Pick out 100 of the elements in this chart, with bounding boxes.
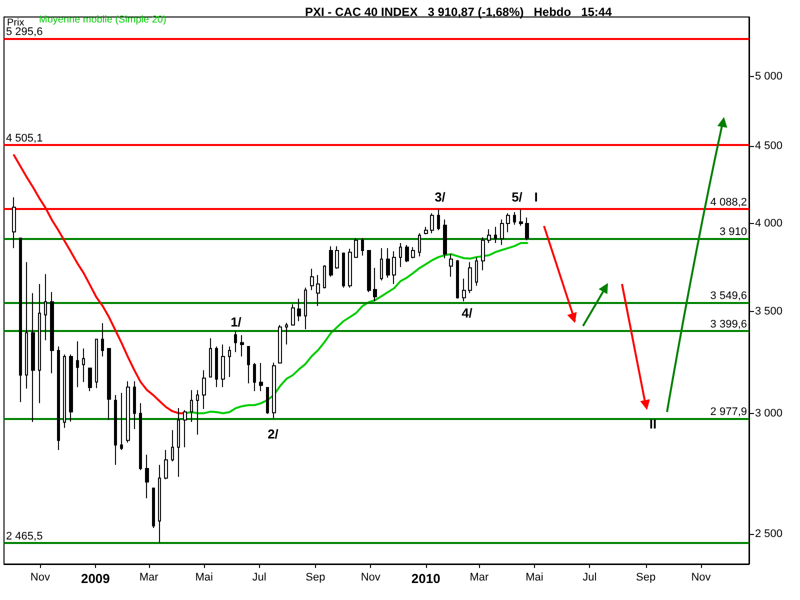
annotation: II: [649, 416, 657, 432]
candlestick: [468, 262, 472, 294]
candlestick: [183, 410, 187, 448]
ref-line-label: 5 295,6: [6, 26, 43, 38]
candlestick: [133, 380, 136, 430]
x-tick-label: 2009: [80, 571, 110, 586]
candlestick: [190, 390, 193, 423]
candlestick: [462, 278, 466, 302]
y-tick-label: 3 500: [755, 306, 783, 318]
y-tick-label: 2 500: [755, 528, 783, 540]
candlestick: [481, 236, 485, 271]
candlestick: [418, 232, 421, 257]
line-series: [184, 242, 528, 414]
candlestick: [145, 454, 149, 499]
candlestick: [494, 226, 497, 244]
candlestick: [158, 464, 161, 544]
candlestick: [424, 226, 428, 235]
candlestick: [367, 250, 371, 293]
candlestick: [247, 346, 250, 384]
x-tick-label: Jul: [582, 572, 597, 584]
candlestick: [95, 338, 98, 389]
candlestick: [114, 394, 117, 466]
candlestick: [177, 407, 180, 478]
y-tick-label: 4 500: [755, 140, 783, 152]
candlestick: [152, 488, 155, 528]
y-tick-label: 4 000: [755, 218, 783, 230]
candlestick: [329, 246, 333, 278]
candlestick: [228, 346, 231, 378]
candlestick: [310, 268, 314, 291]
candlestick: [411, 246, 415, 259]
annotation: 2/: [268, 426, 279, 442]
candlestick: [430, 212, 434, 234]
candlestick: [335, 246, 339, 270]
candlestick: [380, 248, 383, 281]
candlestick: [266, 386, 269, 414]
candlestick: [31, 292, 35, 423]
candlestick: [506, 212, 510, 233]
x-tick-label: Mar: [470, 572, 490, 584]
candlestick: [126, 380, 130, 444]
annotation: 4/: [462, 306, 473, 320]
x-tick-label: Mai: [195, 572, 213, 584]
candlestick: [38, 283, 41, 404]
candlestick: [291, 304, 295, 326]
ref-line-label: 3 549,6: [710, 290, 747, 302]
candlestick: [82, 348, 85, 383]
candlestick: [405, 244, 409, 263]
ref-line-label: 4 088,2: [710, 196, 747, 209]
candlestick: [12, 196, 16, 249]
candlestick: [456, 260, 459, 300]
annotation: I: [534, 190, 538, 204]
x-tick-label: Nov: [691, 572, 712, 584]
candlestick: [57, 346, 60, 451]
candlestick: [44, 274, 47, 341]
x-tick-label: Sep: [636, 572, 656, 584]
candlestick: [240, 334, 244, 358]
candlestick: [88, 368, 92, 392]
candlestick: [171, 430, 174, 462]
candlestick: [513, 212, 516, 226]
x-tick-label: Mar: [139, 572, 159, 584]
ref-line-label: 2 977,9: [710, 406, 747, 418]
candlestick: [253, 362, 256, 392]
candlestick: [221, 344, 225, 388]
candlestick: [437, 208, 440, 231]
candlestick: [354, 238, 358, 258]
x-tick-label: Mai: [526, 572, 544, 584]
y-tick-label: 3 000: [755, 407, 783, 420]
y-axis-title: Prix: [7, 18, 24, 28]
candlestick: [399, 242, 402, 268]
candlestick: [525, 216, 529, 241]
candlestick: [304, 287, 307, 330]
candlestick: [348, 248, 352, 288]
annotation: 3/: [434, 190, 446, 204]
annotation: 1/: [230, 314, 242, 330]
candlestick: [120, 392, 123, 451]
candlestick: [107, 348, 111, 421]
candlestick: [500, 218, 504, 246]
candlestick: [25, 262, 28, 390]
candlestick: [373, 267, 377, 302]
candlestick: [272, 362, 276, 419]
candlestick: [69, 354, 73, 422]
candlestick: [164, 450, 168, 480]
y-tick-label: 5 000: [755, 70, 783, 82]
x-tick-label: 2010: [411, 571, 440, 586]
candlestick: [19, 238, 22, 403]
candlestick: [316, 274, 320, 307]
candlestick: [297, 298, 301, 322]
candlestick: [215, 346, 218, 388]
candlestick: [342, 252, 345, 288]
candlestick: [392, 250, 396, 284]
candlestick: [519, 208, 523, 226]
x-tick-label: Nov: [30, 572, 50, 584]
candlestick: [50, 291, 54, 374]
candlestick: [278, 324, 282, 364]
ref-line-label: 4 505,1: [6, 132, 43, 145]
candlestick: [323, 264, 326, 289]
candlestick: [76, 340, 79, 388]
x-tick-label: Jul: [252, 572, 266, 584]
candlestick: [63, 354, 66, 428]
annotation: 5/: [512, 190, 523, 204]
x-tick-label: Sep: [306, 572, 326, 584]
